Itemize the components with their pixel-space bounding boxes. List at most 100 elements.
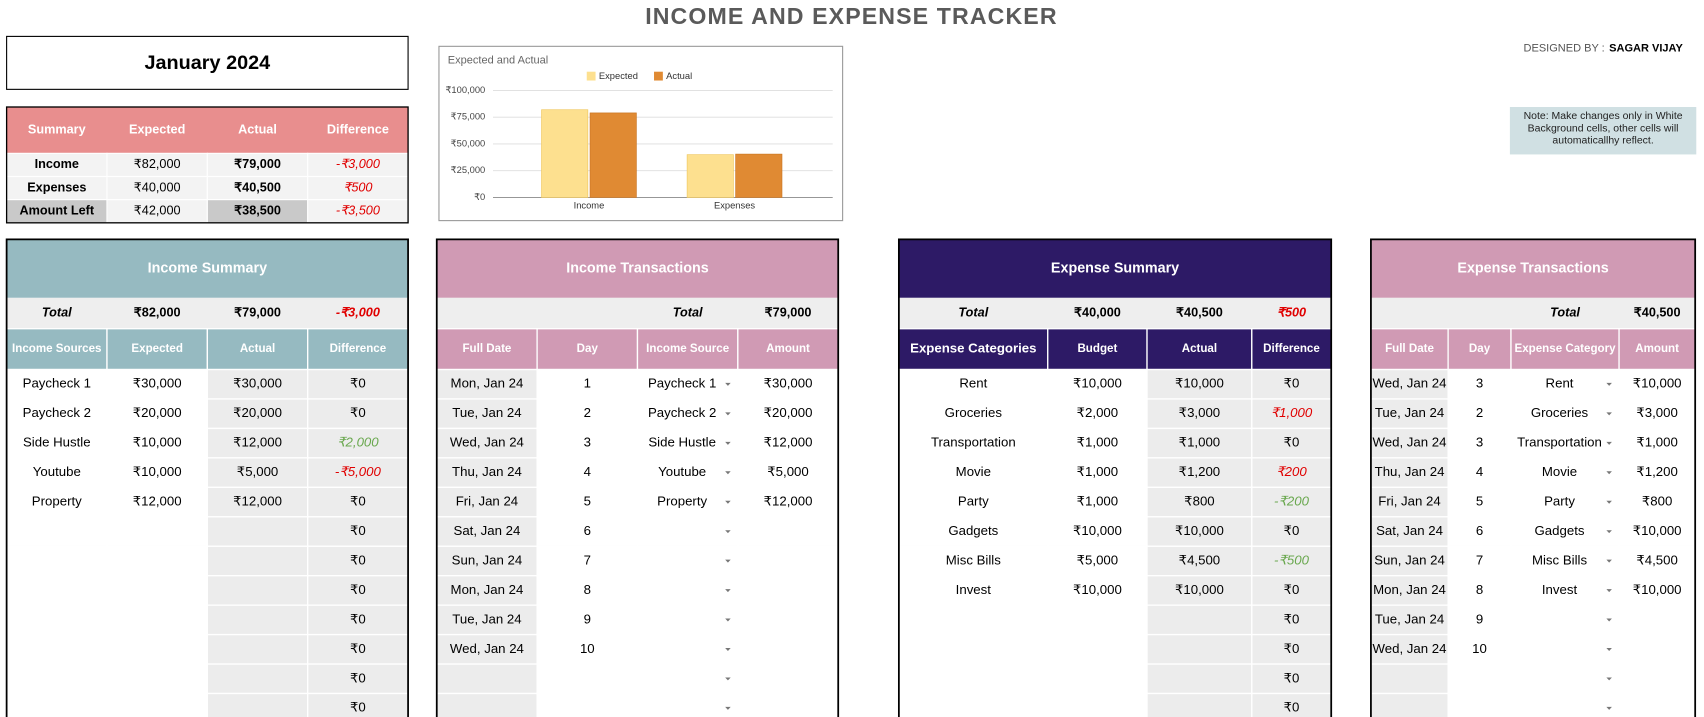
bar [541, 109, 589, 198]
cell-value: Transportation [931, 435, 1016, 450]
cell [1618, 633, 1696, 665]
cell [1047, 575, 1148, 606]
cell [1510, 516, 1620, 547]
cell-value: 8 [1476, 582, 1483, 597]
cell [206, 692, 309, 717]
month-box [6, 35, 409, 90]
cell [206, 663, 309, 695]
header-label: Actual [1182, 343, 1217, 355]
header-label: Actual [240, 343, 275, 355]
designer-name: SAGAR VIJAY [1609, 42, 1683, 54]
cell-value: ₹12,000 [764, 494, 813, 509]
cell [5, 604, 108, 636]
dropdown-arrow [725, 706, 731, 710]
cell [1146, 545, 1253, 577]
cell [536, 575, 639, 606]
cell [436, 604, 538, 636]
cell-value: Sun, Jan 24 [1374, 552, 1445, 567]
cell [1510, 633, 1620, 665]
cell [106, 427, 209, 459]
cell-value: Paycheck 1 [648, 376, 716, 391]
cell [5, 633, 108, 665]
cell [1251, 633, 1332, 665]
cell-value: Wed, Jan 24 [1373, 376, 1447, 391]
cell-value: 6 [1476, 523, 1483, 538]
dropdown-arrow [725, 559, 731, 563]
summary-header: Difference [327, 123, 389, 137]
cell-value: ₹0 [1284, 641, 1300, 656]
cell [1510, 457, 1620, 489]
cell [106, 575, 209, 606]
cell-value: 9 [1476, 611, 1483, 626]
cell [898, 692, 1049, 717]
dropdown-arrow [1606, 382, 1612, 386]
cell-value: ₹200 [1276, 464, 1307, 479]
cell [1251, 398, 1332, 430]
dropdown-arrow [1606, 559, 1612, 563]
cell [1447, 663, 1512, 695]
summary-value: Expenses [27, 180, 86, 194]
cell-value: ₹20,000 [133, 405, 182, 420]
cell [1618, 486, 1696, 518]
dropdown-arrow [1606, 471, 1612, 475]
header-cell [1146, 328, 1253, 371]
cell-value: Wed, Jan 24 [1373, 641, 1447, 656]
cell [1618, 457, 1696, 489]
legend-label: Actual [666, 71, 692, 81]
cell [898, 368, 1049, 400]
cell [536, 692, 639, 717]
cell [106, 663, 209, 695]
cell-value: Sat, Jan 24 [454, 523, 521, 538]
cell-value: ₹10,000 [133, 464, 182, 479]
summary-value: -₹3,500 [336, 204, 380, 218]
dropdown-arrow [725, 500, 731, 504]
summary-header: Actual [238, 123, 277, 137]
cell [636, 692, 739, 717]
cell-value: Paycheck 2 [648, 405, 716, 420]
cell [1447, 633, 1512, 665]
dropdown-arrow [725, 471, 731, 475]
table-border [435, 238, 840, 717]
cell-value: ₹0 [350, 405, 366, 420]
cell [1510, 545, 1620, 577]
cell [206, 633, 309, 665]
cell [106, 692, 209, 717]
legend-swatch [654, 71, 663, 81]
cell-value: -₹500 [1274, 552, 1310, 567]
cell [1047, 663, 1148, 695]
cell-value: Groceries [945, 405, 1003, 420]
cell [5, 575, 108, 606]
total-cell: ₹40,500 [1634, 306, 1681, 320]
cell-value: 7 [584, 552, 591, 567]
cell-value: Fri, Jan 24 [456, 494, 518, 509]
cell [636, 604, 739, 636]
header-label: Full Date [462, 343, 511, 355]
summary-border [5, 106, 409, 224]
cell-value: 3 [1476, 376, 1483, 391]
note-wrap: Note: Make changes only in White Backgro… [1524, 110, 1683, 146]
header-label: Income Sources [12, 343, 101, 355]
dropdown-arrow [1606, 589, 1612, 593]
summary-header: Expected [129, 123, 185, 137]
header-label: Full Date [1385, 343, 1434, 355]
summary-value: ₹42,000 [134, 204, 181, 218]
cell [737, 545, 839, 577]
cell [737, 663, 839, 695]
total-cell: -₹3,000 [336, 306, 380, 320]
cell-value: ₹1,000 [1179, 435, 1220, 450]
header-label: Expense Categories [910, 341, 1036, 356]
cell-value: ₹30,000 [233, 376, 282, 391]
cell [1370, 604, 1449, 636]
cell [737, 516, 839, 547]
dropdown-arrow [1606, 706, 1612, 710]
cell [307, 545, 409, 577]
cell [5, 663, 108, 695]
total-cell: ₹79,000 [765, 306, 812, 320]
cell [436, 692, 538, 717]
cell [636, 575, 739, 606]
cell-value: ₹10,000 [1073, 376, 1122, 391]
header-cell [307, 328, 409, 371]
total-cell: ₹40,500 [1176, 306, 1223, 320]
cell [1618, 604, 1696, 636]
total-cell: Total [1550, 306, 1580, 320]
